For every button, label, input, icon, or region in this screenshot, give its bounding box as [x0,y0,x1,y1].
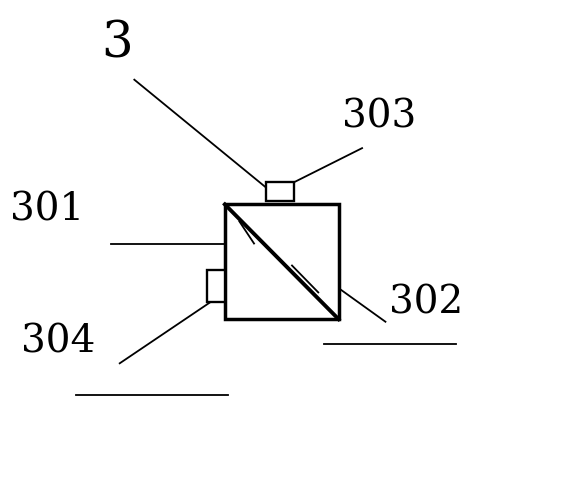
Text: 303: 303 [342,99,417,136]
Text: 3: 3 [101,19,133,69]
Bar [266,183,294,202]
Text: 304: 304 [21,323,96,360]
Text: 301: 301 [10,191,84,228]
Bar [207,271,225,303]
Text: 302: 302 [389,284,464,321]
Bar [225,205,339,320]
